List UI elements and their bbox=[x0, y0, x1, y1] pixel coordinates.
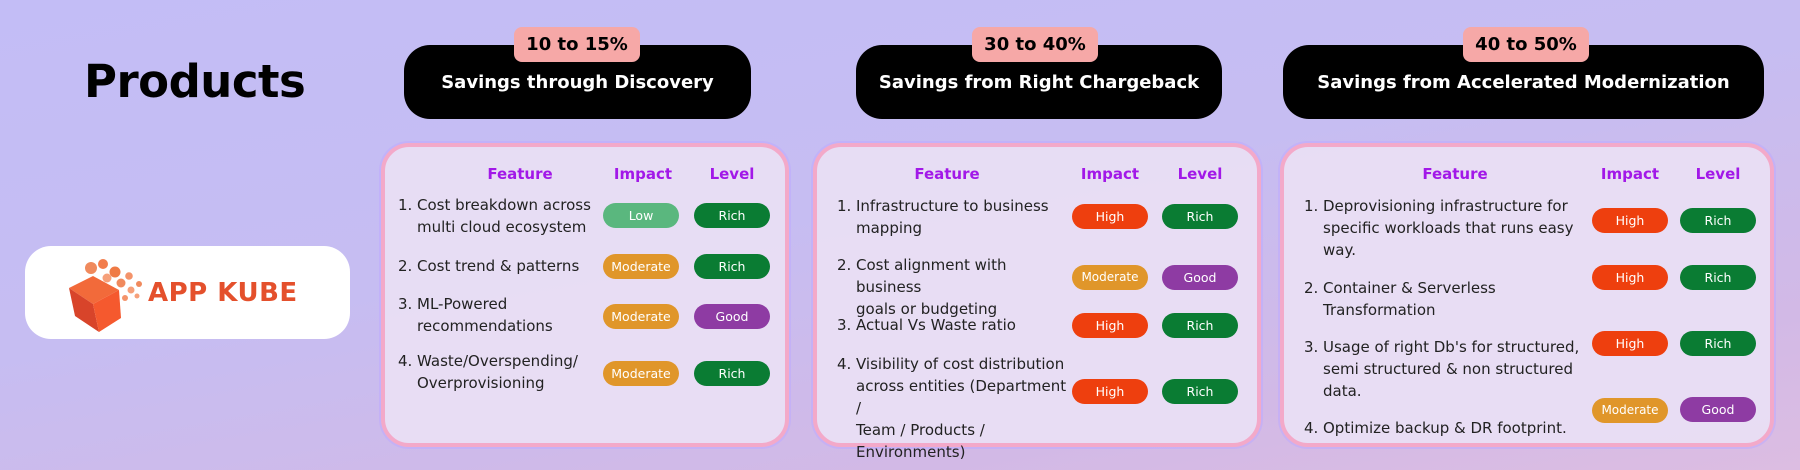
savings-range-badge: 40 to 50% bbox=[1463, 27, 1589, 62]
impact-pill: Moderate bbox=[603, 304, 679, 329]
feature-panel-modernization: Feature Impact Level 1. Deprovisioning i… bbox=[1280, 143, 1774, 447]
feature-number: 2. bbox=[1304, 279, 1319, 297]
column-header-feature: Feature bbox=[487, 165, 553, 183]
savings-range-badge: 30 to 40% bbox=[972, 27, 1098, 62]
level-pill: Good bbox=[1680, 397, 1756, 422]
feature-number: 2. bbox=[398, 257, 413, 275]
column-header-impact: Impact bbox=[613, 165, 673, 183]
level-pill: Good bbox=[1162, 265, 1238, 290]
level-pill: Rich bbox=[1680, 208, 1756, 233]
column-header-impact: Impact bbox=[1600, 165, 1660, 183]
impact-pill: Low bbox=[603, 203, 679, 228]
column-header-level: Level bbox=[709, 165, 755, 183]
feature-number: 3. bbox=[398, 295, 413, 313]
feature-text: Cost trend & patterns bbox=[417, 257, 580, 275]
feature-text: Infrastructure to business mapping bbox=[856, 197, 1049, 237]
feature-number: 4. bbox=[837, 355, 852, 373]
level-pill: Rich bbox=[1680, 265, 1756, 290]
level-pill: Rich bbox=[694, 203, 770, 228]
feature-text: Usage of right Db's for structured, semi … bbox=[1323, 338, 1580, 400]
feature-text: ML-Powered recommendations bbox=[417, 295, 553, 335]
feature-text: Actual Vs Waste ratio bbox=[856, 316, 1016, 334]
feature-text: Container & Serverless Transformation bbox=[1323, 279, 1496, 319]
feature-text: Optimize backup & DR footprint. bbox=[1323, 419, 1567, 437]
savings-title: Savings from Accelerated Modernization bbox=[1317, 72, 1730, 93]
level-pill: Good bbox=[694, 304, 770, 329]
column-header-level: Level bbox=[1695, 165, 1741, 183]
level-pill: Rich bbox=[1162, 204, 1238, 229]
level-pill: Rich bbox=[1680, 331, 1756, 356]
logo-text: APP KUBE bbox=[148, 278, 298, 308]
impact-pill: High bbox=[1072, 313, 1148, 338]
impact-pill: High bbox=[1592, 265, 1668, 290]
feature-text: Visibility of cost distribution across en… bbox=[856, 355, 1067, 461]
feature-text: Deprovisioning infrastructure for specifi… bbox=[1323, 197, 1574, 259]
impact-pill: High bbox=[1592, 208, 1668, 233]
impact-pill: Moderate bbox=[603, 361, 679, 386]
feature-number: 4. bbox=[1304, 419, 1319, 437]
impact-pill: High bbox=[1592, 331, 1668, 356]
impact-pill: Moderate bbox=[603, 254, 679, 279]
page-title: Products bbox=[84, 55, 306, 108]
level-pill: Rich bbox=[694, 254, 770, 279]
column-header-level: Level bbox=[1177, 165, 1223, 183]
feature-number: 1. bbox=[837, 197, 852, 215]
feature-number: 3. bbox=[837, 316, 852, 334]
feature-text: Cost breakdown across multi cloud ecosyst… bbox=[417, 196, 591, 236]
column-header-feature: Feature bbox=[1422, 165, 1488, 183]
feature-text: Waste/Overspending/Overprovisioning bbox=[417, 352, 578, 392]
impact-pill: High bbox=[1072, 379, 1148, 404]
savings-title: Savings from Right Chargeback bbox=[878, 72, 1200, 93]
feature-number: 3. bbox=[1304, 338, 1319, 356]
impact-pill: High bbox=[1072, 204, 1148, 229]
savings-title: Savings through Discovery bbox=[441, 72, 714, 93]
feature-text: Cost alignment with business goals or bud… bbox=[856, 256, 1007, 318]
feature-panel-chargeback: Feature Impact Level 1. Infrastructure t… bbox=[813, 143, 1261, 461]
level-pill: Rich bbox=[1162, 379, 1238, 404]
logo-card: APP KUBE bbox=[25, 246, 350, 339]
level-pill: Rich bbox=[1162, 313, 1238, 338]
feature-panel-discovery: Feature Impact Level 1. Cost breakdown a… bbox=[381, 143, 789, 447]
feature-number: 2. bbox=[837, 256, 852, 274]
level-pill: Rich bbox=[694, 361, 770, 386]
savings-range-badge: 10 to 15% bbox=[514, 27, 640, 62]
feature-number: 1. bbox=[398, 196, 413, 214]
impact-pill: Moderate bbox=[1072, 265, 1148, 290]
feature-number: 4. bbox=[398, 352, 413, 370]
column-header-impact: Impact bbox=[1080, 165, 1140, 183]
column-header-feature: Feature bbox=[914, 165, 980, 183]
cube-logo-icon bbox=[69, 259, 142, 332]
impact-pill: Moderate bbox=[1592, 398, 1668, 423]
feature-number: 1. bbox=[1304, 197, 1319, 215]
